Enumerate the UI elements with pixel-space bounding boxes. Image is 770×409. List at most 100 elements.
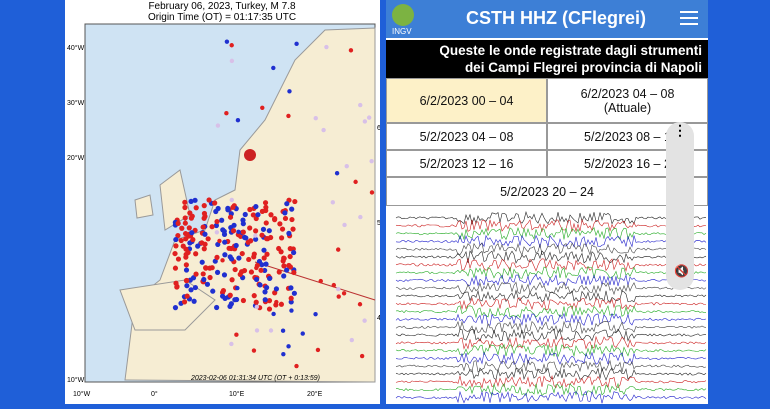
- station-dot: [234, 332, 239, 337]
- station-dot: [294, 41, 299, 47]
- trace: [395, 390, 707, 404]
- table-cell[interactable]: 5/2/2023 12 – 16: [386, 150, 547, 177]
- station-dot: [271, 311, 276, 317]
- station-dot: [289, 216, 295, 223]
- station-dot: [260, 105, 265, 110]
- lon-label: 20°W: [67, 154, 85, 162]
- station-dot: [214, 304, 220, 311]
- cell-text: 5/2/2023 20 – 24: [500, 184, 594, 199]
- station-dot: [186, 225, 192, 231]
- station-dot: [277, 221, 283, 227]
- station-dot: [263, 220, 269, 226]
- station-dot: [357, 302, 363, 307]
- map-title: February 06, 2023, Turkey, M 7.8: [148, 1, 296, 12]
- land: [134, 194, 154, 219]
- trace: [395, 218, 707, 233]
- table-cell[interactable]: 5/2/2023 20 – 24: [386, 177, 708, 206]
- station-dot: [241, 234, 248, 241]
- cell-text: 6/2/2023 00 – 04: [419, 93, 514, 108]
- station-dot: [362, 318, 367, 323]
- cell-text: 5/2/2023 04 – 08: [419, 129, 514, 144]
- trace: [395, 335, 707, 350]
- station-dot: [266, 306, 273, 312]
- station-dot: [192, 197, 198, 203]
- station-dot: [220, 258, 225, 263]
- station-dot: [286, 230, 292, 236]
- trace: [395, 297, 706, 310]
- station-dot: [227, 214, 234, 220]
- trace: [395, 328, 707, 342]
- station-dot: [200, 224, 206, 230]
- table-cell[interactable]: 6/2/2023 04 – 08 (Attuale): [547, 78, 708, 123]
- station-dot: [286, 262, 292, 269]
- station-dot: [315, 347, 321, 353]
- station-dot: [282, 215, 289, 222]
- table-cell[interactable]: 5/2/2023 04 – 08: [386, 123, 547, 150]
- station-dot: [222, 252, 228, 258]
- table-cell[interactable]: 6/2/2023 00 – 04: [386, 78, 547, 123]
- station-dot: [230, 204, 236, 210]
- station-dot: [175, 256, 182, 262]
- station-dot: [220, 227, 226, 233]
- station-dot: [262, 267, 268, 274]
- station-dot: [349, 337, 355, 343]
- station-dot: [221, 272, 228, 278]
- lat-label: 40: [377, 315, 380, 322]
- trace: [395, 367, 707, 381]
- path-line: [254, 261, 376, 301]
- station-dot: [259, 232, 265, 238]
- trace: [395, 242, 707, 256]
- station-dot: [358, 102, 363, 108]
- station-dot: [284, 267, 290, 273]
- station-dot: [213, 222, 220, 229]
- station-dot: [207, 274, 213, 281]
- station-dot: [215, 123, 221, 128]
- station-dot: [268, 212, 274, 218]
- banner-line: dei Campi Flegrei provincia di Napoli: [464, 60, 702, 75]
- lon-label: 10°W: [73, 390, 91, 398]
- lon-label: 30°W: [67, 99, 85, 107]
- station-dot: [181, 299, 188, 305]
- trace: [395, 274, 707, 287]
- mute-icon[interactable]: 🔇: [674, 264, 689, 278]
- station-dot: [202, 231, 208, 237]
- station-dot: [229, 341, 234, 347]
- station-dot: [253, 228, 259, 234]
- station-dot: [290, 226, 296, 232]
- station-dot: [230, 228, 237, 234]
- station-dot: [232, 266, 238, 273]
- station-dot: [330, 200, 336, 205]
- station-dot: [182, 199, 188, 205]
- station-dot: [266, 298, 273, 304]
- station-dot: [206, 197, 212, 203]
- lon-label: 10°E: [229, 390, 245, 398]
- lon-label: 20°E: [307, 390, 323, 398]
- station-dot: [224, 39, 230, 44]
- station-dot: [344, 163, 349, 169]
- station-dot: [233, 242, 239, 249]
- station-dot: [254, 328, 260, 333]
- station-dot: [182, 215, 188, 221]
- station-dot: [253, 276, 260, 283]
- station-dot: [228, 301, 234, 307]
- station-dot: [188, 198, 194, 205]
- station-dot: [172, 250, 178, 257]
- station-dot: [268, 328, 274, 333]
- station-dot: [180, 243, 186, 249]
- volume-control[interactable]: ⋮ 🔇: [666, 122, 694, 290]
- station-dot: [219, 293, 226, 299]
- station-dot: [274, 299, 279, 305]
- trace: [395, 312, 707, 327]
- station-dot: [264, 251, 270, 257]
- station-dot: [221, 231, 228, 237]
- station-dot: [204, 281, 211, 287]
- station-dot: [286, 113, 291, 119]
- trace: [395, 374, 707, 389]
- station-dot: [278, 301, 285, 307]
- trace: [395, 266, 707, 280]
- lat-label: 60: [377, 125, 380, 132]
- station-dot: [182, 204, 188, 211]
- menu-button[interactable]: [680, 11, 698, 25]
- trace: [395, 226, 707, 241]
- station-dot: [175, 220, 181, 226]
